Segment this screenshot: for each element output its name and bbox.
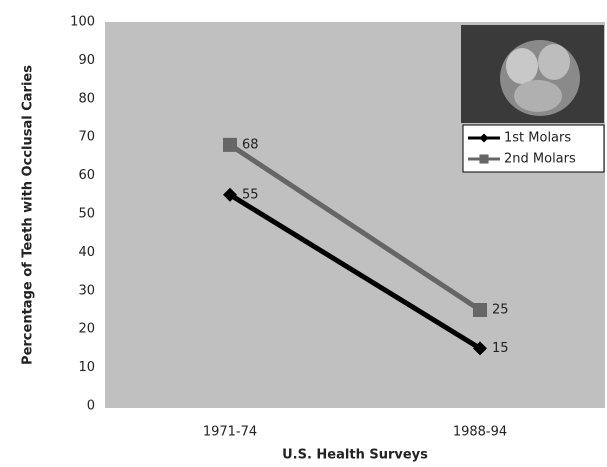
chart: Percentage of Teeth with Occlusal Caries… [0, 0, 607, 467]
x-axis-label: U.S. Health Surveys [282, 448, 428, 463]
y-tick-label: 100 [70, 15, 95, 30]
y-tick-label: 30 [78, 283, 95, 298]
y-axis-label: Percentage of Teeth with Occlusal Caries [21, 65, 36, 365]
data-label: 68 [242, 137, 259, 152]
y-tick-label: 0 [87, 399, 95, 414]
x-tick-label: 1988-94 [453, 425, 507, 440]
x-tick-label: 1971-74 [203, 425, 257, 440]
photo [461, 25, 604, 123]
y-tick-label: 80 [78, 91, 95, 106]
y-tick-label: 70 [78, 130, 95, 145]
data-point [473, 303, 487, 317]
data-label: 55 [242, 187, 259, 202]
y-tick-label: 50 [78, 207, 95, 222]
legend-marker [479, 154, 488, 163]
legend-label: 2nd Molars [504, 152, 576, 167]
legend-label: 1st Molars [504, 131, 571, 146]
y-tick-label: 20 [78, 322, 95, 337]
y-tick-label: 90 [78, 53, 95, 68]
y-tick-label: 10 [78, 360, 95, 375]
y-tick-label: 60 [78, 168, 95, 183]
data-label: 25 [492, 303, 509, 318]
data-point [223, 138, 237, 152]
y-tick-label: 40 [78, 245, 95, 260]
data-label: 15 [492, 341, 509, 356]
